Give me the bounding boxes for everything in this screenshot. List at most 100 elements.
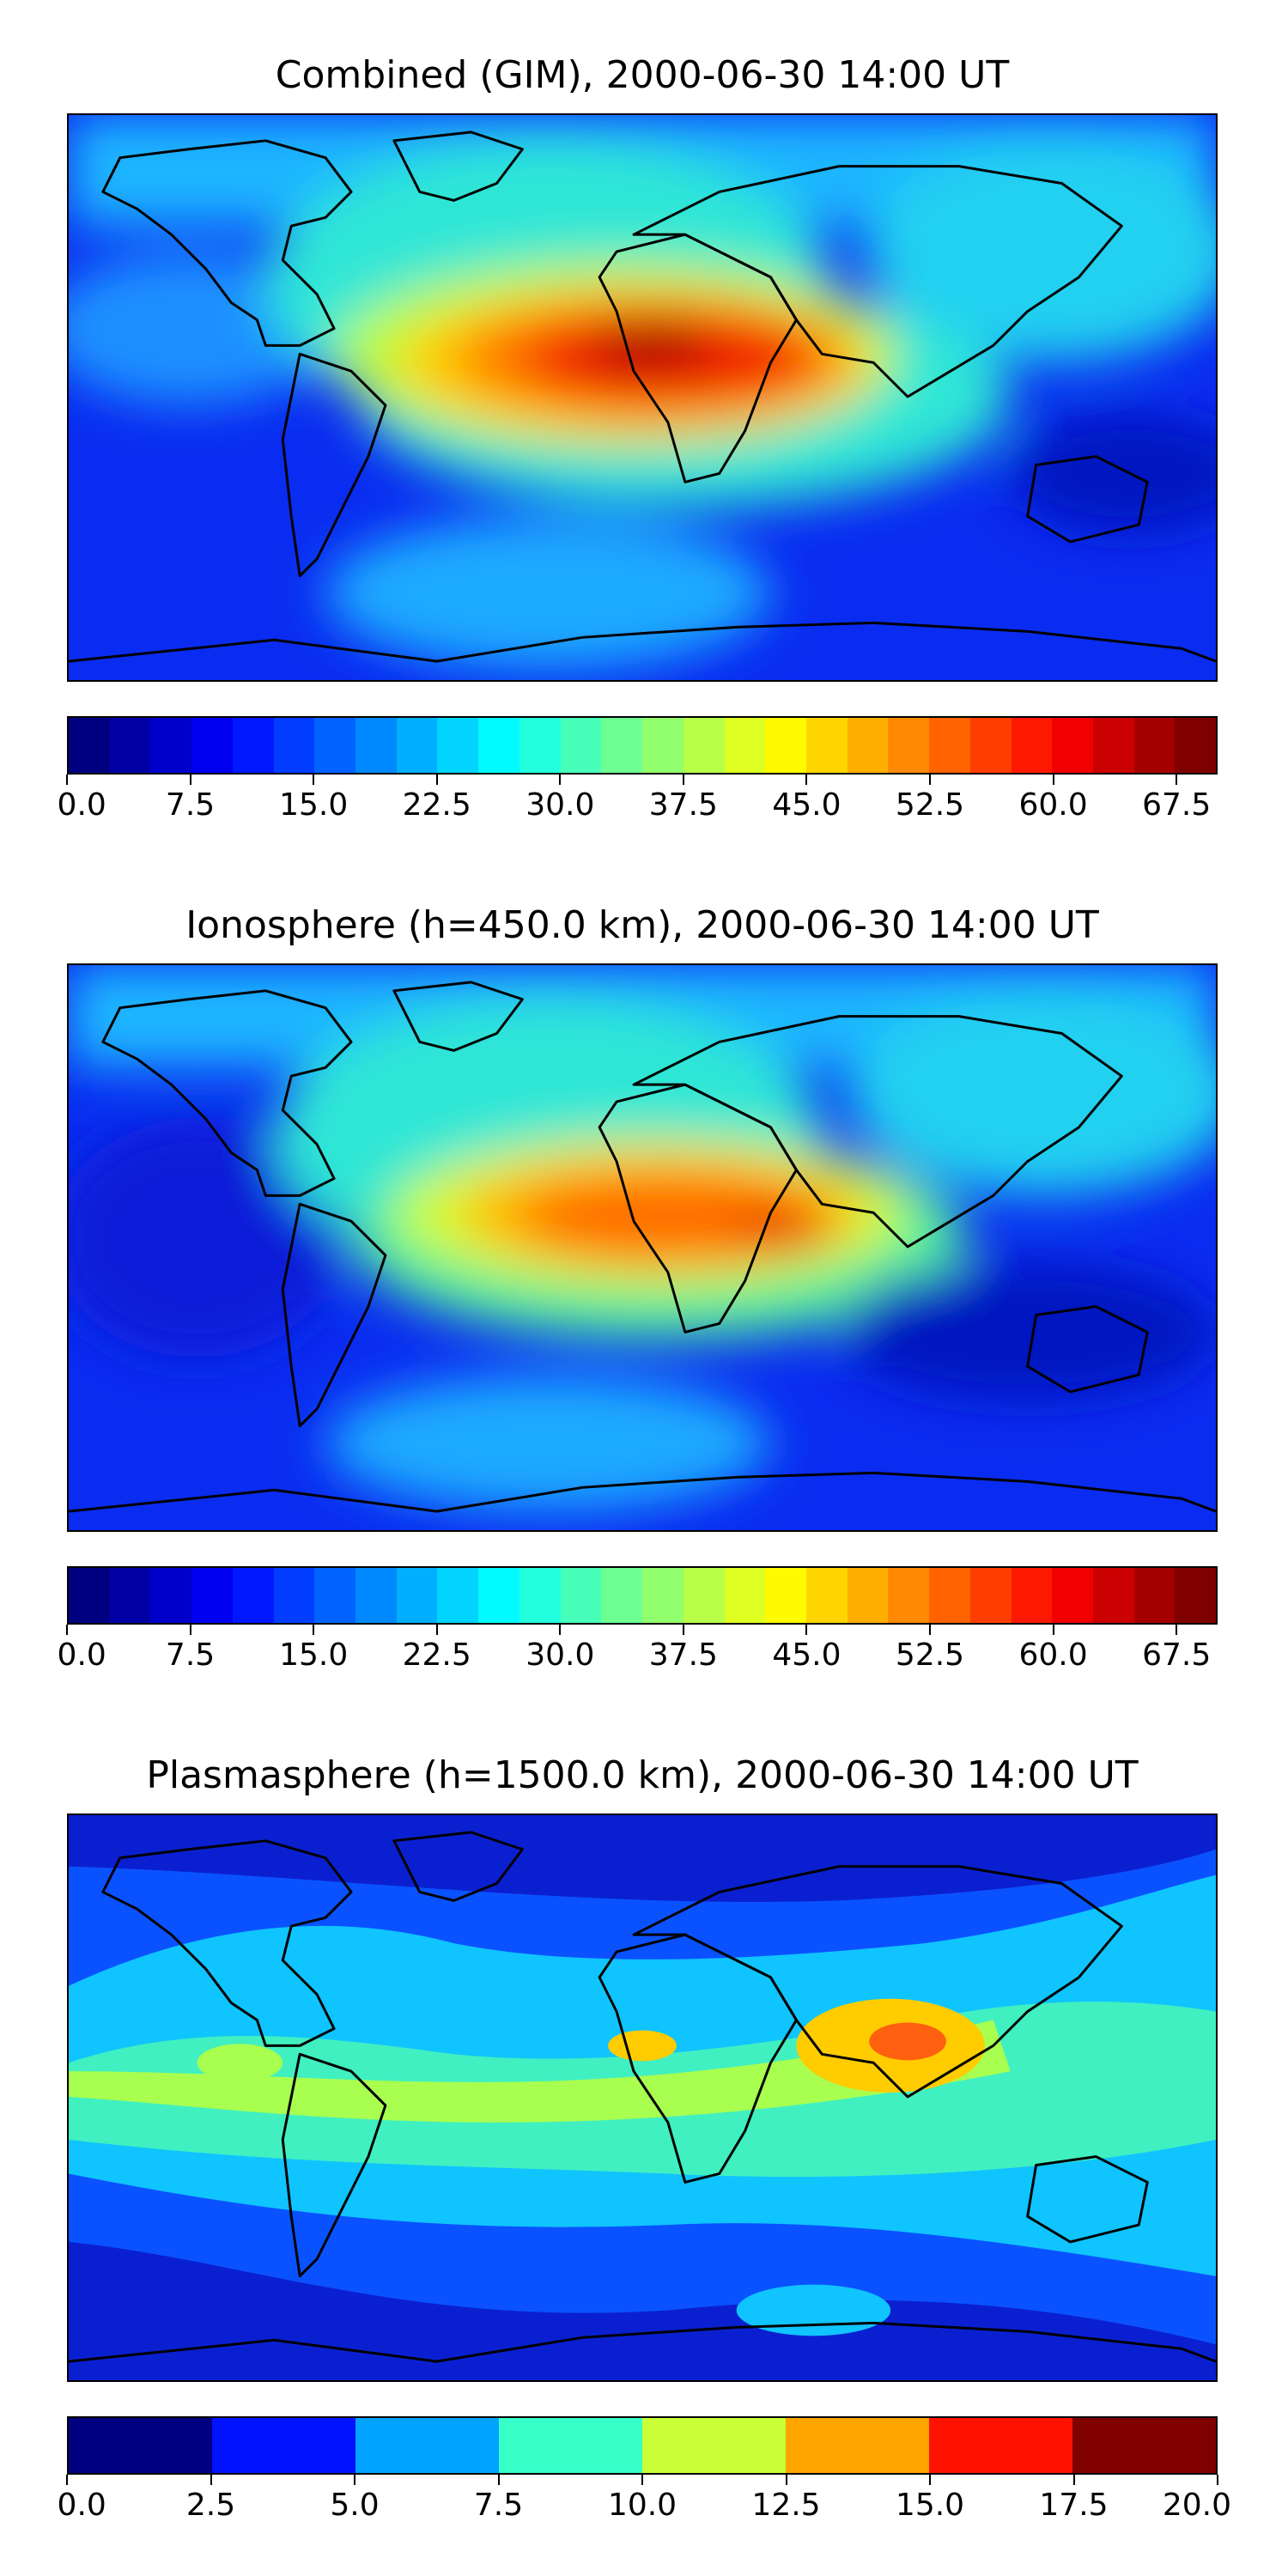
coastline-outlines xyxy=(69,131,1216,663)
colorbar-tick-mark xyxy=(497,2475,500,2485)
colorbar-segment xyxy=(724,718,766,773)
colorbar-segment xyxy=(642,718,683,773)
colorbar-segment xyxy=(273,718,315,773)
colorbar-segment xyxy=(969,718,1012,773)
colorbar-tick-mark xyxy=(313,775,315,785)
colorbar-tick-label: 30.0 xyxy=(526,787,595,823)
colorbar-segment xyxy=(847,1568,889,1623)
colorbar-segment xyxy=(805,718,848,773)
colorbar-tick-label: 67.5 xyxy=(1142,787,1212,823)
colorbar-segment xyxy=(478,718,519,773)
colorbar-segment xyxy=(232,718,274,773)
colorbar-segment xyxy=(560,718,602,773)
colorbar-ticks-combined: 0.0 7.5 15.0 22.5 30.0 37.5 45.0 52.5 60.0 67.5 xyxy=(58,775,1218,826)
colorbar-tick-label: 0.0 xyxy=(57,2488,106,2523)
colorbar-tick-mark xyxy=(210,2475,212,2485)
colorbar-tick-mark xyxy=(66,1625,68,1635)
colorbar-tick-mark xyxy=(313,1625,315,1635)
map-title-plasmasphere: Plasmasphere (h=1500.0 km), 2000-06-30 1… xyxy=(146,1753,1139,1797)
colorbar-segment xyxy=(69,718,110,773)
colorbar-tick-mark xyxy=(189,775,191,785)
colorbar-tick-mark xyxy=(1072,2475,1075,2485)
colorbar-segment xyxy=(847,718,889,773)
colorbar-plasmasphere xyxy=(67,2416,1218,2475)
colorbar-tick-label: 17.5 xyxy=(1039,2488,1109,2523)
colorbar-tick-mark xyxy=(929,775,931,785)
colorbar-tick-label: 7.5 xyxy=(473,2488,524,2523)
colorbar-segment xyxy=(929,718,970,773)
colorbar-tick-label: 15.0 xyxy=(279,787,349,823)
coastline-outlines xyxy=(69,981,1216,1513)
colorbar-segment xyxy=(396,1568,438,1623)
colorbar-tick-mark xyxy=(641,2475,643,2485)
colorbar-segment xyxy=(765,1568,806,1623)
colorbar-tick-label: 30.0 xyxy=(526,1637,595,1673)
colorbar-tick-label: 10.0 xyxy=(607,2488,677,2523)
colorbar-ticks-ionosphere: 0.0 7.5 15.0 22.5 30.0 37.5 45.0 52.5 60.0 67.5 xyxy=(58,1625,1218,1676)
colorbar-segment xyxy=(560,1568,602,1623)
colorbar-tick-mark xyxy=(785,2475,787,2485)
colorbar-segment xyxy=(1052,718,1093,773)
colorbar-tick-label: 22.5 xyxy=(402,1637,471,1673)
colorbar-segment xyxy=(478,1568,519,1623)
colorbar-segment xyxy=(683,718,725,773)
colorbar-tick-mark xyxy=(929,1625,931,1635)
colorbar-segment xyxy=(69,2418,212,2473)
colorbar-tick-mark xyxy=(929,2475,931,2485)
colorbar-tick-label: 20.0 xyxy=(1162,2488,1232,2523)
colorbar-segment xyxy=(642,1568,683,1623)
colorbar-segment xyxy=(519,718,561,773)
colorbar-segment xyxy=(601,1568,643,1623)
colorbar-tick-mark xyxy=(1176,1625,1178,1635)
colorbar-ticks-plasmasphere: 0.0 2.5 5.0 7.5 10.0 12.5 15.0 17.5 20.0 xyxy=(58,2475,1231,2526)
colorbar-segment xyxy=(273,1568,315,1623)
colorbar-segment xyxy=(191,1568,233,1623)
map-combined-gim xyxy=(67,113,1218,682)
colorbar-ionosphere xyxy=(67,1566,1218,1625)
colorbar-tick-label: 45.0 xyxy=(772,1637,841,1673)
colorbar-segment xyxy=(499,2418,642,2473)
colorbar-segment xyxy=(437,718,479,773)
colorbar-segment xyxy=(929,1568,970,1623)
colorbar-tick-label: 0.0 xyxy=(57,1637,106,1673)
colorbar-tick-label: 22.5 xyxy=(402,787,471,823)
colorbar-tick-mark xyxy=(435,775,438,785)
colorbar-segment xyxy=(150,1568,192,1623)
colorbar-tick-label: 7.5 xyxy=(165,1637,216,1673)
colorbar-tick-label: 60.0 xyxy=(1018,1637,1088,1673)
colorbar-tick-mark xyxy=(435,1625,438,1635)
colorbar-tick-label: 15.0 xyxy=(895,2488,965,2523)
colorbar-segment xyxy=(888,718,930,773)
colorbar-segment xyxy=(969,1568,1012,1623)
colorbar-segment xyxy=(1072,2418,1216,2473)
colorbar-tick-mark xyxy=(354,2475,355,2485)
colorbar-tick-label: 7.5 xyxy=(165,787,216,823)
colorbar-tick-label: 12.5 xyxy=(751,2488,821,2523)
colorbar-tick-label: 52.5 xyxy=(895,1637,965,1673)
colorbar-tick-mark xyxy=(66,775,68,785)
colorbar-segment xyxy=(601,718,643,773)
colorbar-segment xyxy=(786,2418,929,2473)
colorbar-segment xyxy=(212,2418,355,2473)
colorbar-segment xyxy=(1011,718,1053,773)
colorbar-segment xyxy=(1011,1568,1053,1623)
colorbar-tick-mark xyxy=(1052,775,1054,785)
map-title-combined: Combined (GIM), 2000-06-30 14:00 UT xyxy=(275,53,1010,97)
coastline-outlines xyxy=(69,1831,1216,2363)
colorbar-segment xyxy=(805,1568,848,1623)
colorbar-segment xyxy=(355,1568,397,1623)
colorbar-segment xyxy=(355,718,397,773)
colorbar-tick-mark xyxy=(559,775,562,785)
colorbar-tick-label: 60.0 xyxy=(1018,787,1088,823)
colorbar-tick-mark xyxy=(682,775,684,785)
colorbar-segment xyxy=(150,718,192,773)
colorbar-tick-label: 0.0 xyxy=(57,787,106,823)
colorbar-combined xyxy=(67,716,1218,775)
colorbar-segment xyxy=(1092,1568,1134,1623)
colorbar-segment xyxy=(314,1568,356,1623)
colorbar-segment xyxy=(69,1568,110,1623)
colorbar-segment xyxy=(929,2418,1072,2473)
colorbar-segment xyxy=(1092,718,1134,773)
colorbar-segment xyxy=(232,1568,274,1623)
colorbar-tick-label: 2.5 xyxy=(185,2488,236,2523)
